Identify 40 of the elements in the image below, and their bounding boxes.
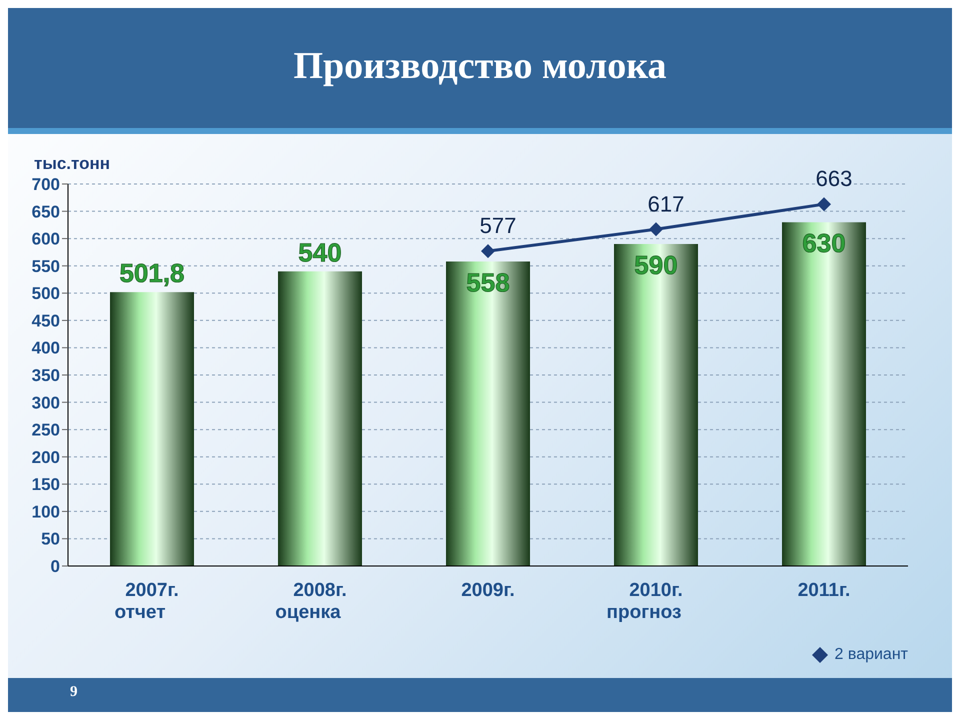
y-tick-label: 150 <box>32 475 60 494</box>
x-tick-label: 2010г. прогноз <box>606 580 683 623</box>
x-tick-label: 2008г. оценка <box>275 580 347 623</box>
data-label: 540 <box>298 237 342 268</box>
y-tick-label: 400 <box>32 338 60 358</box>
bar <box>278 271 362 566</box>
data-label: 558 <box>466 267 510 298</box>
bar <box>782 222 866 566</box>
point <box>817 197 831 212</box>
bar <box>446 261 530 566</box>
data-label: 630 <box>802 228 846 258</box>
x-tick-label: 2009г. <box>461 580 515 601</box>
point <box>481 244 495 258</box>
y-tick-label: 600 <box>32 230 60 249</box>
y-tick-label: 0 <box>50 557 60 576</box>
y-tick-label: 700 <box>32 175 60 194</box>
data-label: 663 <box>816 166 852 192</box>
text: 9 <box>70 684 78 701</box>
data-label: 617 <box>648 191 684 216</box>
y-axis-title: тыс.тонн <box>34 154 110 174</box>
y-tick-label: 450 <box>32 311 60 330</box>
y-tick-label: 550 <box>32 256 60 276</box>
y-tick-label: 650 <box>32 202 60 222</box>
chart-title: Производство молока <box>292 44 668 88</box>
y-tick-label: 50 <box>41 530 60 549</box>
bar <box>614 244 698 566</box>
legend-label: 2 вариант <box>834 646 908 664</box>
y-tick-label: 300 <box>32 393 60 412</box>
point <box>649 222 663 236</box>
bar <box>110 292 194 566</box>
y-tick-label: 250 <box>32 420 60 440</box>
y-tick-label: 350 <box>32 366 60 386</box>
data-label: 501,8 <box>119 258 185 288</box>
data-label: 577 <box>480 213 516 238</box>
x-tick-label: 2007г. отчет <box>114 580 179 623</box>
x-tick-label: 2011г. <box>798 580 850 601</box>
data-label: 590 <box>634 250 678 280</box>
y-tick-label: 100 <box>32 502 60 522</box>
y-tick-label: 200 <box>32 448 60 467</box>
y-tick-label: 500 <box>32 284 60 304</box>
